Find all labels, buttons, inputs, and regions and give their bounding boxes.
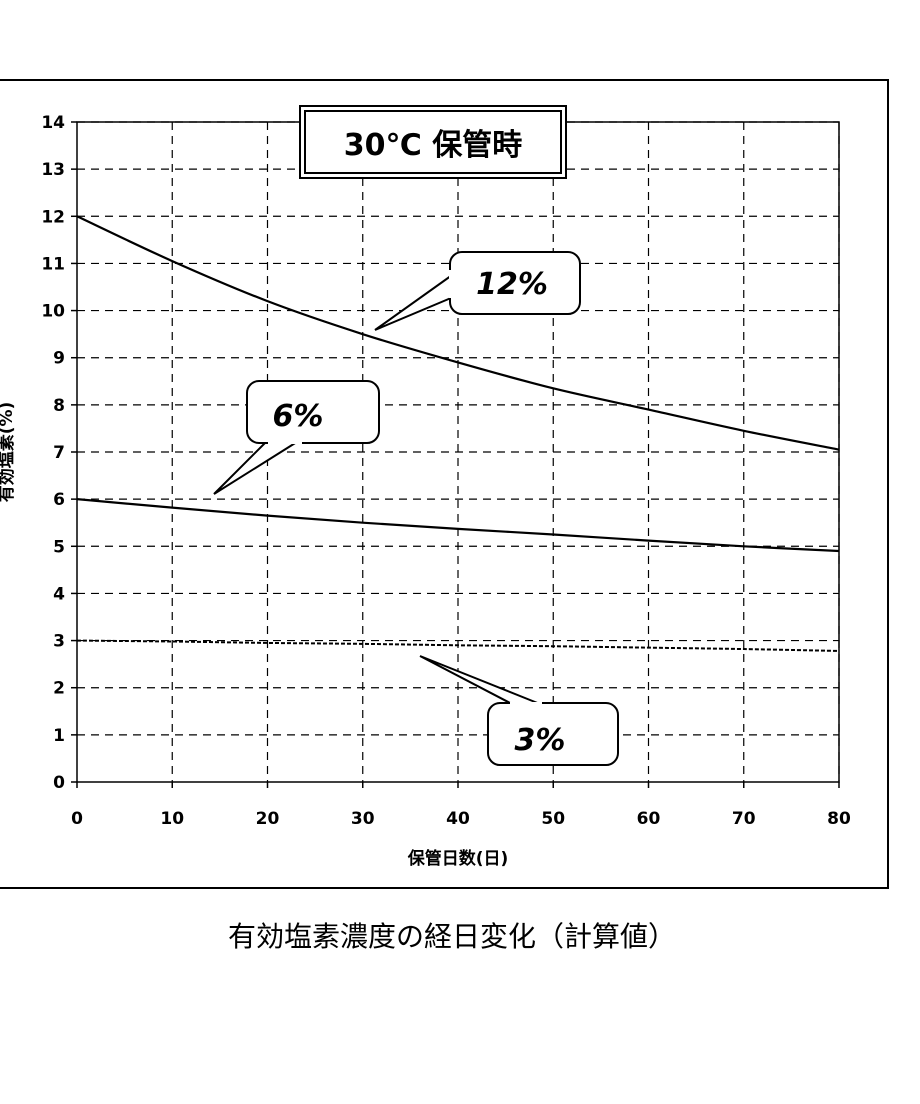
x-tick-label-6: 60 bbox=[637, 809, 661, 829]
x-tick-label-0: 0 bbox=[71, 809, 83, 829]
series-line-2 bbox=[76, 639, 840, 652]
x-tick-labels: 0 10 20 30 40 50 60 70 80 bbox=[71, 782, 851, 829]
y-tick-label-14: 14 bbox=[41, 113, 65, 133]
y-tick-label-0: 0 bbox=[53, 773, 65, 793]
callout-6: 6% bbox=[213, 380, 380, 495]
y-tick-label-2: 2 bbox=[53, 679, 65, 699]
x-tick-label-4: 40 bbox=[446, 809, 470, 829]
chart-title: 30℃ 保管時 bbox=[344, 128, 523, 163]
x-tick-label-1: 10 bbox=[160, 809, 184, 829]
callout-6-label: 6% bbox=[273, 399, 324, 434]
y-tick-label-3: 3 bbox=[53, 632, 65, 652]
y-tick-label-5: 5 bbox=[53, 537, 65, 557]
x-axis-label: 保管日数(日) bbox=[407, 848, 509, 869]
series-lines bbox=[76, 215, 840, 652]
y-tick-label-4: 4 bbox=[53, 584, 65, 604]
y-tick-label-10: 10 bbox=[41, 302, 65, 322]
callout-12-label: 12% bbox=[476, 267, 548, 302]
figure-caption: 有効塩素濃度の経日変化（計算値） bbox=[228, 920, 676, 953]
series-line-0 bbox=[76, 215, 840, 451]
x-tick-label-7: 70 bbox=[732, 809, 756, 829]
x-tick-label-2: 20 bbox=[256, 809, 280, 829]
x-tick-label-5: 50 bbox=[541, 809, 565, 829]
y-tick-label-9: 9 bbox=[53, 349, 65, 369]
x-tick-label-8: 80 bbox=[827, 809, 851, 829]
callout-3: 3% bbox=[419, 655, 619, 766]
y-tick-label-13: 13 bbox=[41, 160, 65, 180]
callout-12: 12% bbox=[374, 251, 581, 331]
x-tick-label-3: 30 bbox=[351, 809, 375, 829]
y-tick-label-8: 8 bbox=[53, 396, 65, 416]
chart-frame bbox=[0, 79, 889, 889]
chart-title-box: 30℃ 保管時 bbox=[299, 105, 567, 179]
y-tick-label-7: 7 bbox=[53, 443, 65, 463]
series-line-1 bbox=[76, 498, 840, 553]
y-tick-label-6: 6 bbox=[53, 490, 65, 510]
callout-3-label: 3% bbox=[515, 723, 566, 758]
y-tick-label-1: 1 bbox=[53, 726, 65, 746]
grid-lines bbox=[77, 121, 840, 782]
y-tick-label-12: 12 bbox=[41, 207, 65, 227]
y-tick-label-11: 11 bbox=[41, 254, 65, 274]
y-axis-label: 有効塩素(%) bbox=[0, 402, 17, 503]
